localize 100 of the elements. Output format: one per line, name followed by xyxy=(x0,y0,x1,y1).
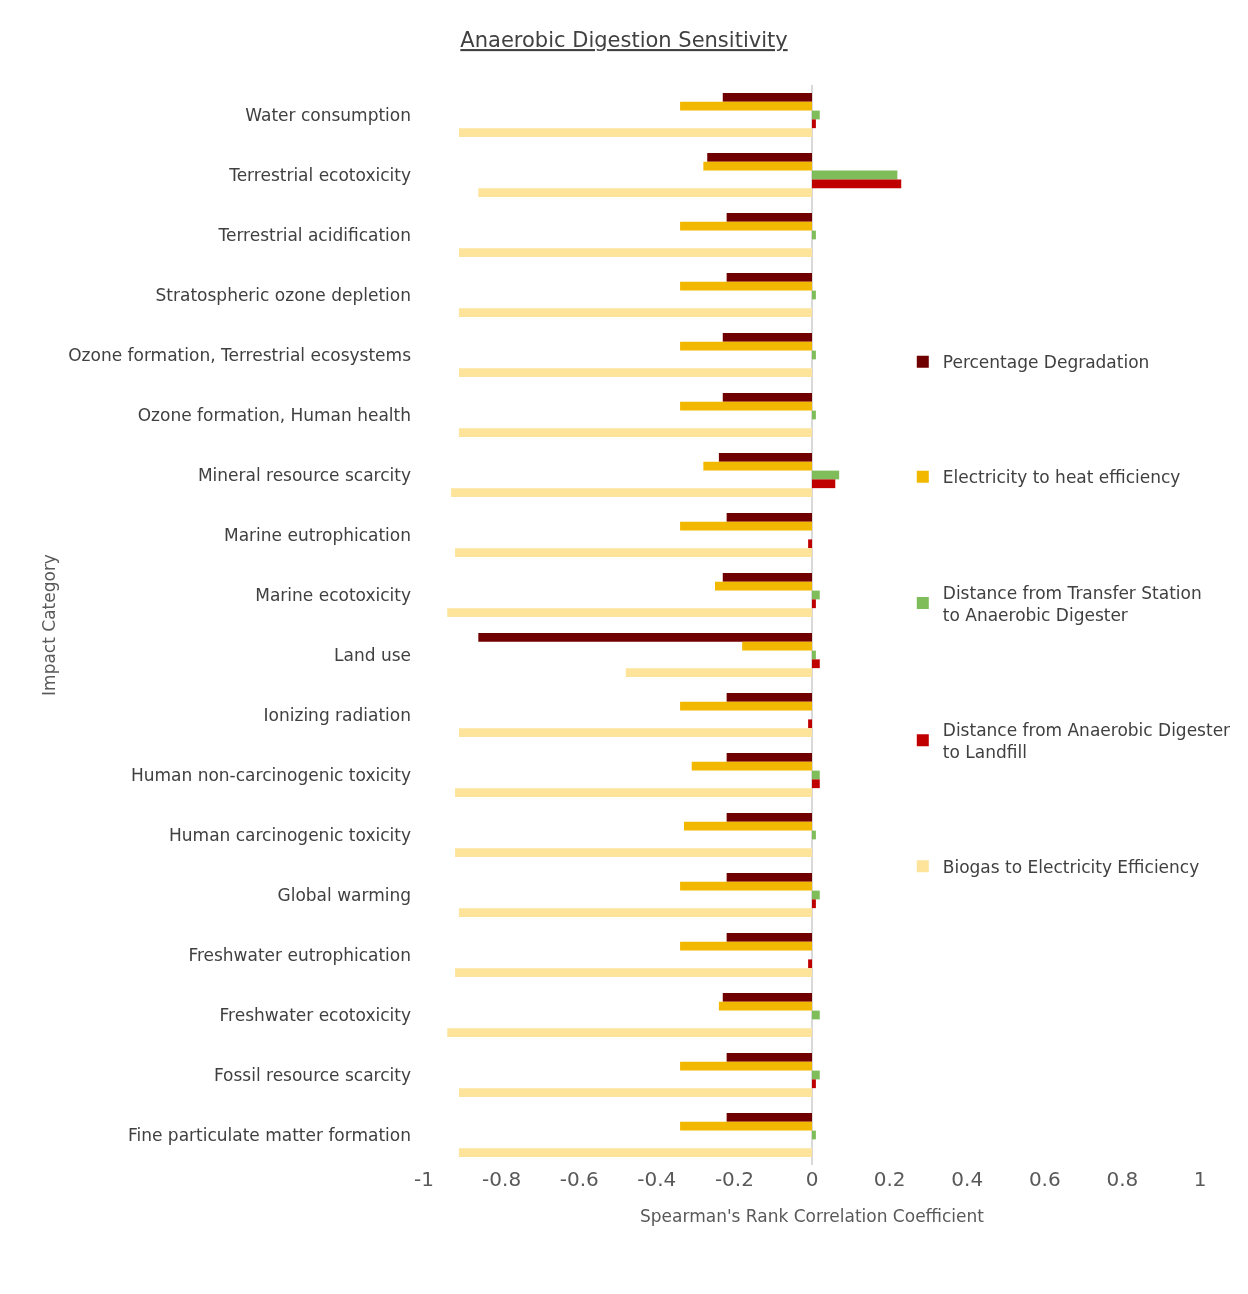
bar xyxy=(812,170,898,180)
bar xyxy=(447,1028,812,1037)
bar xyxy=(458,428,812,437)
bar xyxy=(455,788,812,797)
bar xyxy=(680,1061,812,1071)
bar xyxy=(812,110,820,120)
bar xyxy=(458,128,812,137)
bar xyxy=(703,461,812,471)
y-tick-label: Human non-carcinogenic toxicity xyxy=(130,764,411,785)
bar xyxy=(715,581,812,591)
x-tick-label: -0.2 xyxy=(714,1167,754,1191)
x-tick-label: 1 xyxy=(1193,1167,1207,1191)
legend-label: Electricity to heat efficiency xyxy=(942,467,1181,488)
bar xyxy=(808,719,812,729)
bar xyxy=(812,479,836,489)
x-tick-label: 0.2 xyxy=(873,1167,906,1191)
bar xyxy=(680,941,812,951)
bar xyxy=(458,308,812,317)
bar xyxy=(458,1148,812,1157)
bar xyxy=(812,1130,816,1140)
x-tick-label: 0.6 xyxy=(1028,1167,1061,1191)
bar xyxy=(812,830,816,840)
bar xyxy=(742,641,812,651)
bar xyxy=(812,899,816,909)
y-tick-label: Ozone formation, Human health xyxy=(137,404,411,425)
y-tick-label: Freshwater eutrophication xyxy=(188,944,411,965)
bar xyxy=(726,873,812,882)
bar xyxy=(812,410,816,420)
bar xyxy=(703,161,812,171)
bar xyxy=(680,1121,812,1131)
bar xyxy=(812,770,820,780)
y-tick-label: Marine eutrophication xyxy=(224,524,411,545)
bar xyxy=(726,933,812,942)
bar xyxy=(726,813,812,822)
bar xyxy=(707,153,812,162)
y-tick-label: Water consumption xyxy=(245,104,411,125)
y-tick-label: Global warming xyxy=(277,884,411,905)
bar xyxy=(455,548,812,557)
bar xyxy=(458,1088,812,1097)
bar xyxy=(458,368,812,377)
y-tick-label: Freshwater ecotoxicity xyxy=(219,1004,411,1025)
y-tick-label: Ozone formation, Terrestrial ecosystems xyxy=(68,344,412,365)
bar xyxy=(726,513,812,522)
bar xyxy=(812,1010,820,1020)
y-tick-label: Human carcinogenic toxicity xyxy=(169,824,411,845)
bar xyxy=(447,608,812,617)
y-axis-title: Impact Category xyxy=(38,554,59,696)
bar xyxy=(812,779,820,789)
x-tick-label: -0.6 xyxy=(559,1167,599,1191)
bar xyxy=(722,573,812,582)
bar xyxy=(812,650,816,660)
bar xyxy=(812,230,816,240)
bar xyxy=(812,1070,820,1080)
y-tick-label: Stratospheric ozone depletion xyxy=(155,284,411,305)
bar xyxy=(812,290,816,300)
bar xyxy=(808,959,812,969)
bar xyxy=(726,213,812,222)
bar xyxy=(680,221,812,231)
bar xyxy=(722,393,812,402)
y-tick-label: Mineral resource scarcity xyxy=(197,464,411,485)
bar xyxy=(680,701,812,711)
bar xyxy=(726,1053,812,1062)
bar xyxy=(718,1001,812,1011)
x-tick-label: -0.4 xyxy=(637,1167,677,1191)
bar xyxy=(451,488,812,497)
bar xyxy=(680,521,812,531)
bar xyxy=(455,968,812,977)
bar xyxy=(478,188,812,197)
bar xyxy=(812,470,840,480)
bar xyxy=(808,539,812,549)
legend-label: Distance from Anaerobic Digester to Landfill xyxy=(942,719,1231,762)
y-tick-label: Fossil resource scarcity xyxy=(213,1064,411,1085)
x-axis-title: Spearman's Rank Correlation Coefficient xyxy=(640,1206,985,1227)
bar xyxy=(812,1079,816,1089)
bar xyxy=(812,119,816,129)
bar xyxy=(812,890,820,900)
bar xyxy=(812,599,816,609)
bar xyxy=(680,341,812,351)
legend-label: Percentage Degradation xyxy=(942,352,1150,373)
bar xyxy=(691,761,812,771)
bar xyxy=(812,659,820,669)
x-tick-label: 0 xyxy=(805,1167,819,1191)
legend-label: Biogas to Electricity Efficiency xyxy=(942,856,1200,877)
bar xyxy=(478,633,812,642)
y-tick-label: Marine ecotoxicity xyxy=(255,584,411,605)
bar xyxy=(722,93,812,102)
bar xyxy=(812,179,902,189)
y-tick-label: Land use xyxy=(334,644,411,665)
bar xyxy=(625,668,812,677)
legend-label: Distance from Transfer Station to Anaerobic Digester xyxy=(942,582,1202,625)
bar xyxy=(812,350,816,360)
bar xyxy=(812,590,820,600)
bar xyxy=(455,848,812,857)
bar xyxy=(458,728,812,737)
bar xyxy=(683,821,812,831)
bar xyxy=(680,101,812,111)
bar xyxy=(726,1113,812,1122)
bar xyxy=(726,273,812,282)
x-tick-label: 0.4 xyxy=(951,1167,984,1191)
x-tick-label: -1 xyxy=(414,1167,434,1191)
